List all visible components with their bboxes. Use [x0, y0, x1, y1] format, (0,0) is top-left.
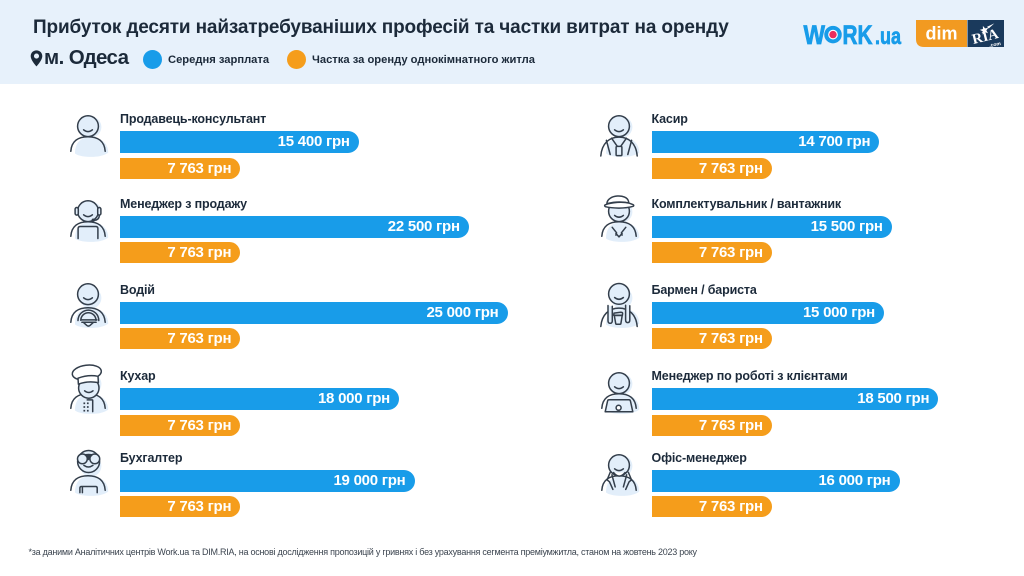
svg-text:.com: .com — [989, 41, 1002, 47]
svg-text:W: W — [804, 20, 826, 49]
svg-text:RIA: RIA — [971, 26, 1001, 47]
svg-text:dim: dim — [925, 24, 957, 44]
svg-text:.ua: .ua — [875, 23, 901, 49]
svg-text:RK: RK — [843, 20, 873, 49]
